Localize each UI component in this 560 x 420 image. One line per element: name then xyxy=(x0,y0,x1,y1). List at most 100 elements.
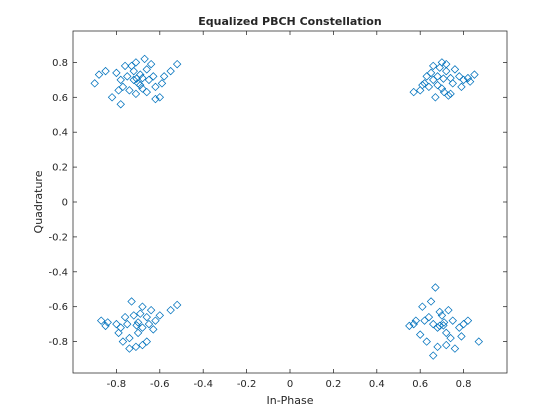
x-tick-label-6: 0.4 xyxy=(369,379,385,390)
data-point-0-81 xyxy=(127,297,136,306)
data-point-0-15 xyxy=(107,93,117,102)
data-point-0-69 xyxy=(129,311,138,320)
data-point-0-63 xyxy=(457,82,466,92)
data-point-0-31 xyxy=(120,61,130,71)
data-point-0-19 xyxy=(166,66,175,76)
data-point-0-106 xyxy=(420,316,429,325)
data-point-0-93 xyxy=(146,305,156,315)
data-point-0-75 xyxy=(136,309,145,318)
data-point-0-14 xyxy=(90,79,99,88)
x-tick-label-7: 0.6 xyxy=(412,379,428,390)
data-point-0-123 xyxy=(444,305,453,315)
data-point-0-13 xyxy=(94,70,104,79)
data-point-0-64 xyxy=(433,80,442,90)
chart-title: Equalized PBCH Constellation xyxy=(198,15,381,28)
data-point-0-108 xyxy=(463,316,473,325)
data-point-0-95 xyxy=(133,318,143,327)
x-tick-label-2: -0.4 xyxy=(193,379,213,390)
data-point-0-101 xyxy=(437,311,447,320)
data-point-0-65 xyxy=(446,73,455,83)
y-tick-label-7: 0.6 xyxy=(52,93,68,104)
data-point-0-53 xyxy=(418,80,427,90)
data-point-0-26 xyxy=(131,89,141,99)
data-point-0-11 xyxy=(112,68,121,78)
data-point-0-76 xyxy=(151,316,160,325)
data-point-0-16 xyxy=(116,100,125,109)
data-point-0-112 xyxy=(426,297,436,306)
y-tick-label-2: -0.4 xyxy=(48,267,68,278)
data-point-0-10 xyxy=(151,82,160,92)
y-tick-label-3: -0.2 xyxy=(48,232,68,243)
y-tick-label-8: 0.8 xyxy=(52,58,68,69)
data-point-0-110 xyxy=(431,283,440,292)
data-point-0-17 xyxy=(155,93,165,102)
data-point-0-36 xyxy=(439,74,448,83)
data-point-0-62 xyxy=(422,72,431,81)
data-point-0-30 xyxy=(159,72,169,81)
data-point-0-120 xyxy=(442,340,451,350)
data-point-0-23 xyxy=(127,61,136,71)
y-tick-label-6: 0.4 xyxy=(52,128,68,139)
x-tick-label-0: -0.8 xyxy=(107,379,127,390)
data-point-0-94 xyxy=(120,312,130,322)
data-point-0-119 xyxy=(429,351,438,360)
data-point-0-12 xyxy=(101,66,110,76)
data-point-0-20 xyxy=(172,59,182,69)
data-point-0-18 xyxy=(151,94,160,104)
x-tick-label-4: 0 xyxy=(287,379,293,390)
data-point-0-32 xyxy=(114,86,123,95)
data-point-0-116 xyxy=(415,330,425,339)
data-point-0-6 xyxy=(116,75,125,85)
data-point-0-29 xyxy=(157,79,167,88)
data-point-0-122 xyxy=(457,332,466,341)
data-point-0-60 xyxy=(450,65,460,74)
data-point-0-27 xyxy=(142,87,151,97)
data-point-0-28 xyxy=(149,72,158,81)
plot-frame xyxy=(72,30,508,374)
data-point-0-67 xyxy=(123,319,132,329)
data-point-0-47 xyxy=(459,75,468,85)
data-point-0-82 xyxy=(138,302,147,311)
data-point-0-52 xyxy=(409,87,418,97)
data-point-0-117 xyxy=(422,337,431,346)
data-point-0-99 xyxy=(442,328,451,338)
x-tick-label-5: 0.2 xyxy=(325,379,341,390)
x-tick-label-8: 0.8 xyxy=(456,379,472,390)
scatter-points xyxy=(90,54,483,360)
x-tick-label-1: -0.6 xyxy=(150,379,170,390)
data-point-0-34 xyxy=(129,75,138,85)
data-point-0-58 xyxy=(431,93,440,102)
data-point-0-83 xyxy=(166,305,175,315)
data-point-0-49 xyxy=(470,70,479,79)
y-tick-label-0: -0.8 xyxy=(48,337,68,348)
data-point-0-50 xyxy=(465,77,475,86)
data-point-0-115 xyxy=(411,316,421,325)
data-point-0-35 xyxy=(138,73,147,83)
data-point-0-113 xyxy=(409,319,418,329)
data-point-0-70 xyxy=(144,319,154,329)
y-tick-label-1: -0.6 xyxy=(48,302,68,313)
data-point-0-59 xyxy=(439,87,449,97)
data-point-0-56 xyxy=(442,59,451,69)
y-axis-label: Quadrature xyxy=(32,170,45,233)
data-point-0-114 xyxy=(405,321,414,331)
data-point-0-54 xyxy=(437,58,447,67)
data-point-0-118 xyxy=(433,342,442,352)
data-point-0-111 xyxy=(418,302,427,311)
data-point-0-78 xyxy=(103,318,112,327)
data-point-0-105 xyxy=(435,307,444,317)
data-point-0-39 xyxy=(442,66,451,76)
data-point-0-79 xyxy=(97,316,106,325)
data-point-0-125 xyxy=(435,321,444,331)
x-axis-label: In-Phase xyxy=(266,394,313,407)
data-point-0-73 xyxy=(142,312,151,322)
data-point-0-55 xyxy=(429,61,438,71)
data-point-0-86 xyxy=(149,325,158,334)
plot-area xyxy=(73,31,507,373)
data-point-0-7 xyxy=(142,65,151,74)
y-tick-label-4: 0 xyxy=(62,198,68,209)
data-point-0-85 xyxy=(155,311,165,320)
data-point-0-92 xyxy=(114,328,123,338)
data-point-0-98 xyxy=(448,316,457,325)
data-point-0-66 xyxy=(132,321,141,330)
